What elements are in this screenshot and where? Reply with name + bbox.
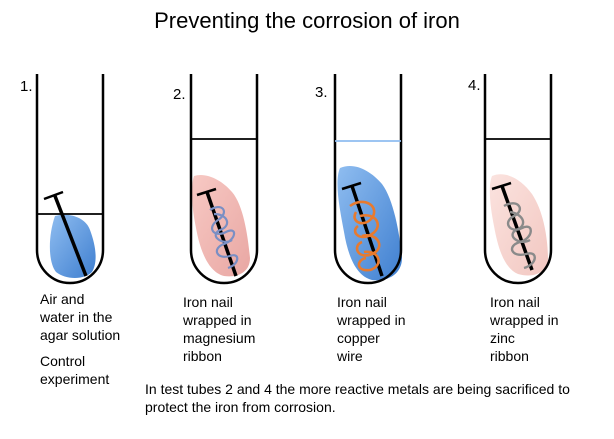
tube-number-2: 2.: [173, 86, 186, 103]
caption-line: water in the: [40, 309, 113, 325]
iron-nail-3: [350, 185, 384, 277]
tube-number-1: 1.: [20, 78, 33, 95]
caption-line: wrapped in: [183, 312, 252, 328]
control-caption: Control experiment: [40, 352, 109, 388]
note-line: protect the iron from corrosion.: [145, 399, 336, 415]
tube-number-3: 3.: [315, 84, 328, 101]
test-tube-2: [189, 74, 259, 285]
tube-glass-4: [483, 74, 553, 285]
tube-glass-2: [189, 74, 259, 285]
diagram-title: Preventing the corrosion of iron: [154, 8, 460, 33]
caption-line: wire: [337, 348, 363, 364]
nail-head-4: [491, 181, 512, 191]
caption-line: copper: [337, 330, 380, 346]
caption-line: ribbon: [490, 348, 529, 364]
note-line: In test tubes 2 and 4 the more reactive …: [145, 381, 570, 397]
caption-line: wrapped in: [490, 312, 559, 328]
tube-glass-1: [35, 74, 105, 285]
nail-head-3: [341, 181, 362, 191]
test-tube-1: [35, 74, 105, 285]
explanation-note: In test tubes 2 and 4 the more reactive …: [145, 380, 600, 416]
caption-line: Iron nail: [490, 294, 540, 310]
caption-tube-2: Iron nail wrapped in magnesium ribbon: [183, 293, 255, 365]
tube-number-4: 4.: [468, 77, 481, 94]
zinc-ribbon: [503, 202, 536, 270]
tube-glass-3: [333, 74, 403, 285]
test-tube-4: [483, 74, 553, 285]
caption-line: ribbon: [183, 348, 222, 364]
caption-line: zinc: [490, 330, 515, 346]
solution-blob-3: [337, 165, 402, 281]
caption-line: wrapped in: [337, 312, 406, 328]
solution-blob-2: [191, 174, 250, 277]
caption-tube-4: Iron nail wrapped in zinc ribbon: [490, 293, 559, 365]
caption-line: magnesium: [183, 330, 256, 346]
test-tube-3: [333, 74, 403, 285]
iron-nail-4: [500, 185, 534, 271]
caption-line: Iron nail: [183, 294, 233, 310]
caption-line: experiment: [40, 371, 110, 387]
solution-blob-4: [489, 174, 548, 276]
iron-nail-1: [53, 195, 88, 277]
caption-tube-3: Iron nail wrapped in copper wire: [337, 293, 406, 365]
nail-head-2: [196, 187, 217, 197]
caption-line: Control: [40, 353, 86, 369]
caption-tube-1: Air and water in the agar solution: [40, 290, 120, 344]
nail-head-1: [43, 190, 64, 201]
caption-line: Iron nail: [337, 294, 387, 310]
caption-line: Air and: [40, 291, 85, 307]
copper-wire: [349, 200, 381, 272]
caption-line: agar solution: [40, 327, 121, 343]
magnesium-ribbon: [209, 205, 239, 270]
